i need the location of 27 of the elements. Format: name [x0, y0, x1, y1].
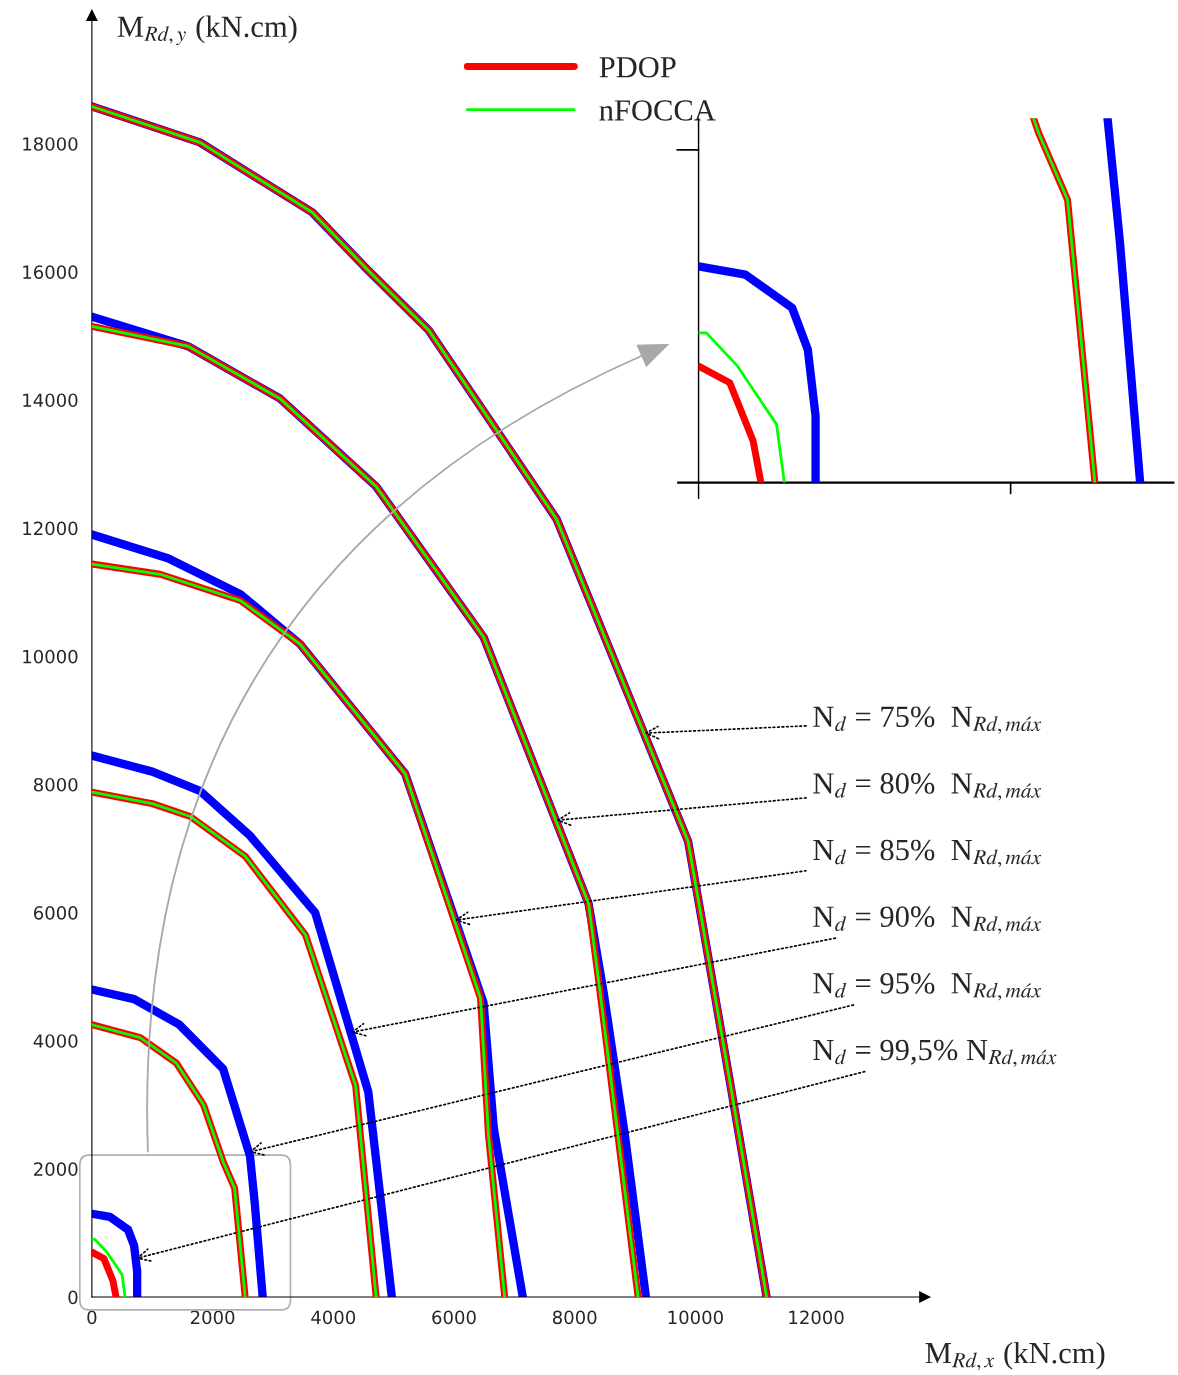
x-tick-label: 12000: [789, 1310, 844, 1325]
legend-label: PDOP: [599, 57, 676, 78]
y-tick-label: 18000: [23, 137, 78, 151]
x-tick-label: 6000: [432, 1310, 476, 1325]
annotation: N$_{d}$ = 80% N$_{Rd,máx}$: [813, 773, 1042, 801]
y-tick-label: 12000: [23, 521, 78, 536]
annotation: N$_{d}$ = 75% N$_{Rd,máx}$: [813, 706, 1042, 734]
y-tick-label: 2000: [34, 1162, 78, 1176]
y-axis-title: M$_{Rd,y}$ (kN.cm): [117, 15, 297, 46]
x-tick-label: 0: [87, 1310, 97, 1325]
x-tick-label: 2000: [190, 1310, 235, 1325]
y-tick-label: 4000: [33, 1034, 78, 1048]
y-tick-label: 16000: [23, 265, 78, 279]
x-tick-label: 10000: [668, 1310, 723, 1325]
x-tick-label: 8000: [552, 1310, 597, 1325]
y-tick-label: 14000: [23, 393, 78, 408]
annotation: N$_{d}$ = 90% N$_{Rd,máx}$: [813, 906, 1042, 934]
annotation: N$_{d}$ = 85% N$_{Rd,máx}$: [813, 839, 1042, 868]
legend-label: nFOCCA: [599, 100, 716, 121]
annotation: N$_{d}$ = 99,5% N$_{Rd,máx}$: [813, 1039, 1057, 1068]
y-tick-label: 6000: [34, 906, 78, 920]
y-tick-label: 10000: [23, 649, 78, 664]
y-tick-label: 8000: [33, 777, 78, 792]
annotation: N$_{d}$ = 95% N$_{Rd,máx}$: [813, 973, 1042, 1001]
y-tick-label: 0: [68, 1290, 78, 1305]
x-tick-label: 4000: [311, 1310, 356, 1325]
x-axis-title: M$_{Rd,x}$ (kN.cm): [925, 1341, 1105, 1371]
